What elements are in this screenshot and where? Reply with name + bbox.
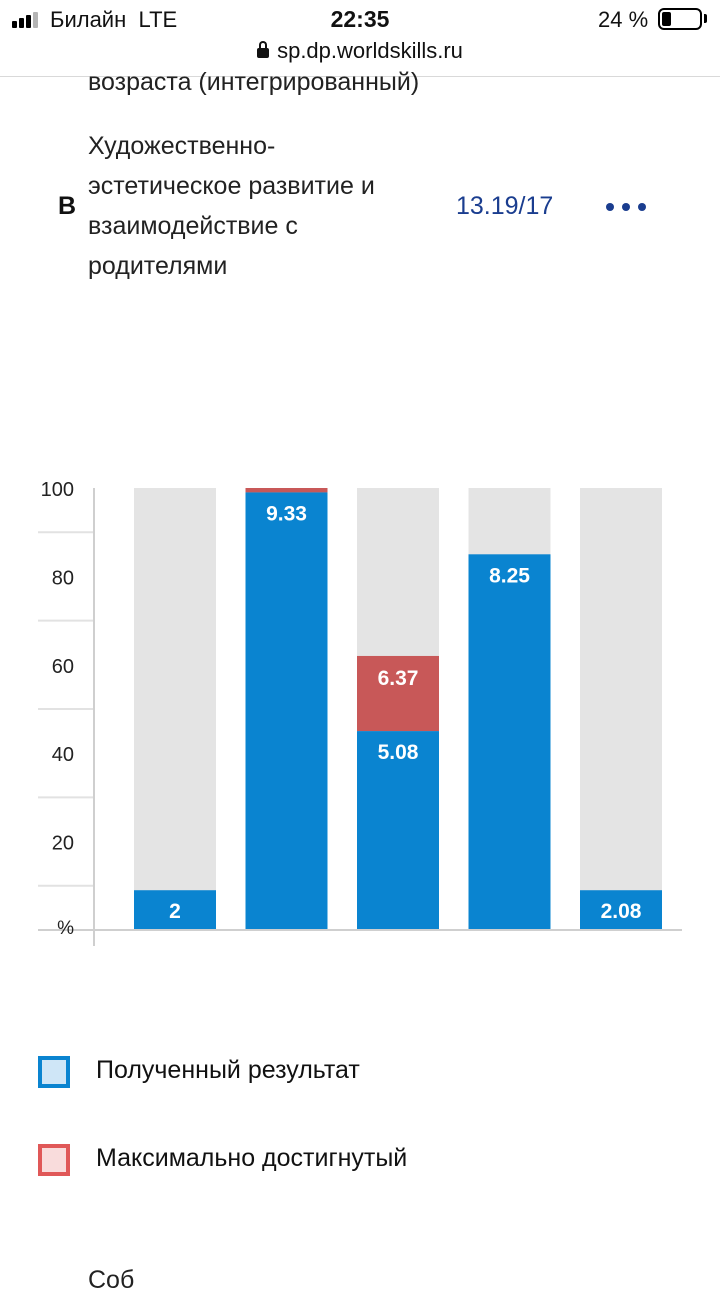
legend-label-obtained: Полученный результат bbox=[96, 1056, 360, 1084]
previous-row-text: возраста (интегрированный) bbox=[88, 68, 420, 96]
bar-obtained-segment bbox=[468, 554, 551, 930]
bar-obtained-segment bbox=[245, 492, 328, 930]
bar-obtained-segment bbox=[357, 731, 439, 930]
next-section-text: Соб bbox=[88, 1266, 135, 1294]
bar-obtained-label: 5.08 bbox=[378, 741, 419, 764]
url-text: sp.dp.worldskills.ru bbox=[277, 38, 463, 63]
address-bar[interactable]: sp.dp.worldskills.ru bbox=[0, 38, 720, 64]
y-axis-unit-label: % bbox=[57, 918, 74, 939]
battery-percent: 24 % bbox=[598, 7, 649, 32]
y-tick-label: 20 bbox=[52, 833, 74, 855]
battery-cap bbox=[704, 14, 707, 23]
legend-swatch-max bbox=[38, 1144, 70, 1176]
bar-obtained-label: 8.25 bbox=[489, 564, 530, 587]
battery-level bbox=[662, 12, 671, 26]
more-options-icon[interactable] bbox=[604, 192, 648, 222]
y-tick-label: 80 bbox=[52, 567, 74, 589]
bar-obtained-label: 2 bbox=[169, 900, 181, 923]
carrier-label: Билайн LTE bbox=[50, 7, 178, 32]
bar-obtained-label: 9.33 bbox=[266, 502, 307, 525]
module-title: Художественно-эстетическое развитие и вз… bbox=[88, 132, 375, 280]
bar-background bbox=[580, 488, 662, 930]
y-tick-label: 40 bbox=[52, 744, 74, 766]
bar-max-segment bbox=[245, 488, 328, 493]
clock: 22:35 bbox=[330, 6, 390, 32]
battery-icon bbox=[658, 8, 702, 30]
header-divider bbox=[0, 76, 720, 77]
bar-obtained-label: 2.08 bbox=[601, 900, 642, 923]
lock-icon bbox=[257, 41, 270, 58]
y-tick-label: 100 bbox=[41, 479, 74, 501]
results-bar-chart: 2 9.33 6.37 5.08 8.25 2.08 20 40 60 80 100% bbox=[38, 479, 682, 946]
module-letter: В bbox=[58, 192, 77, 220]
module-code: 13.19/17 bbox=[456, 192, 554, 220]
legend-swatch-obtained bbox=[38, 1056, 70, 1088]
bar-max-label: 6.37 bbox=[378, 667, 419, 690]
bar-obtained-segment bbox=[580, 890, 662, 930]
bar-background bbox=[134, 488, 216, 930]
legend-label-max: Максимально достигнутый bbox=[96, 1144, 408, 1172]
bar-max-segment bbox=[357, 655, 439, 732]
y-tick-label: 60 bbox=[52, 656, 74, 678]
status-bar: Билайн LTE 22:35 24 % bbox=[0, 0, 720, 40]
bar-obtained-segment bbox=[134, 890, 216, 930]
